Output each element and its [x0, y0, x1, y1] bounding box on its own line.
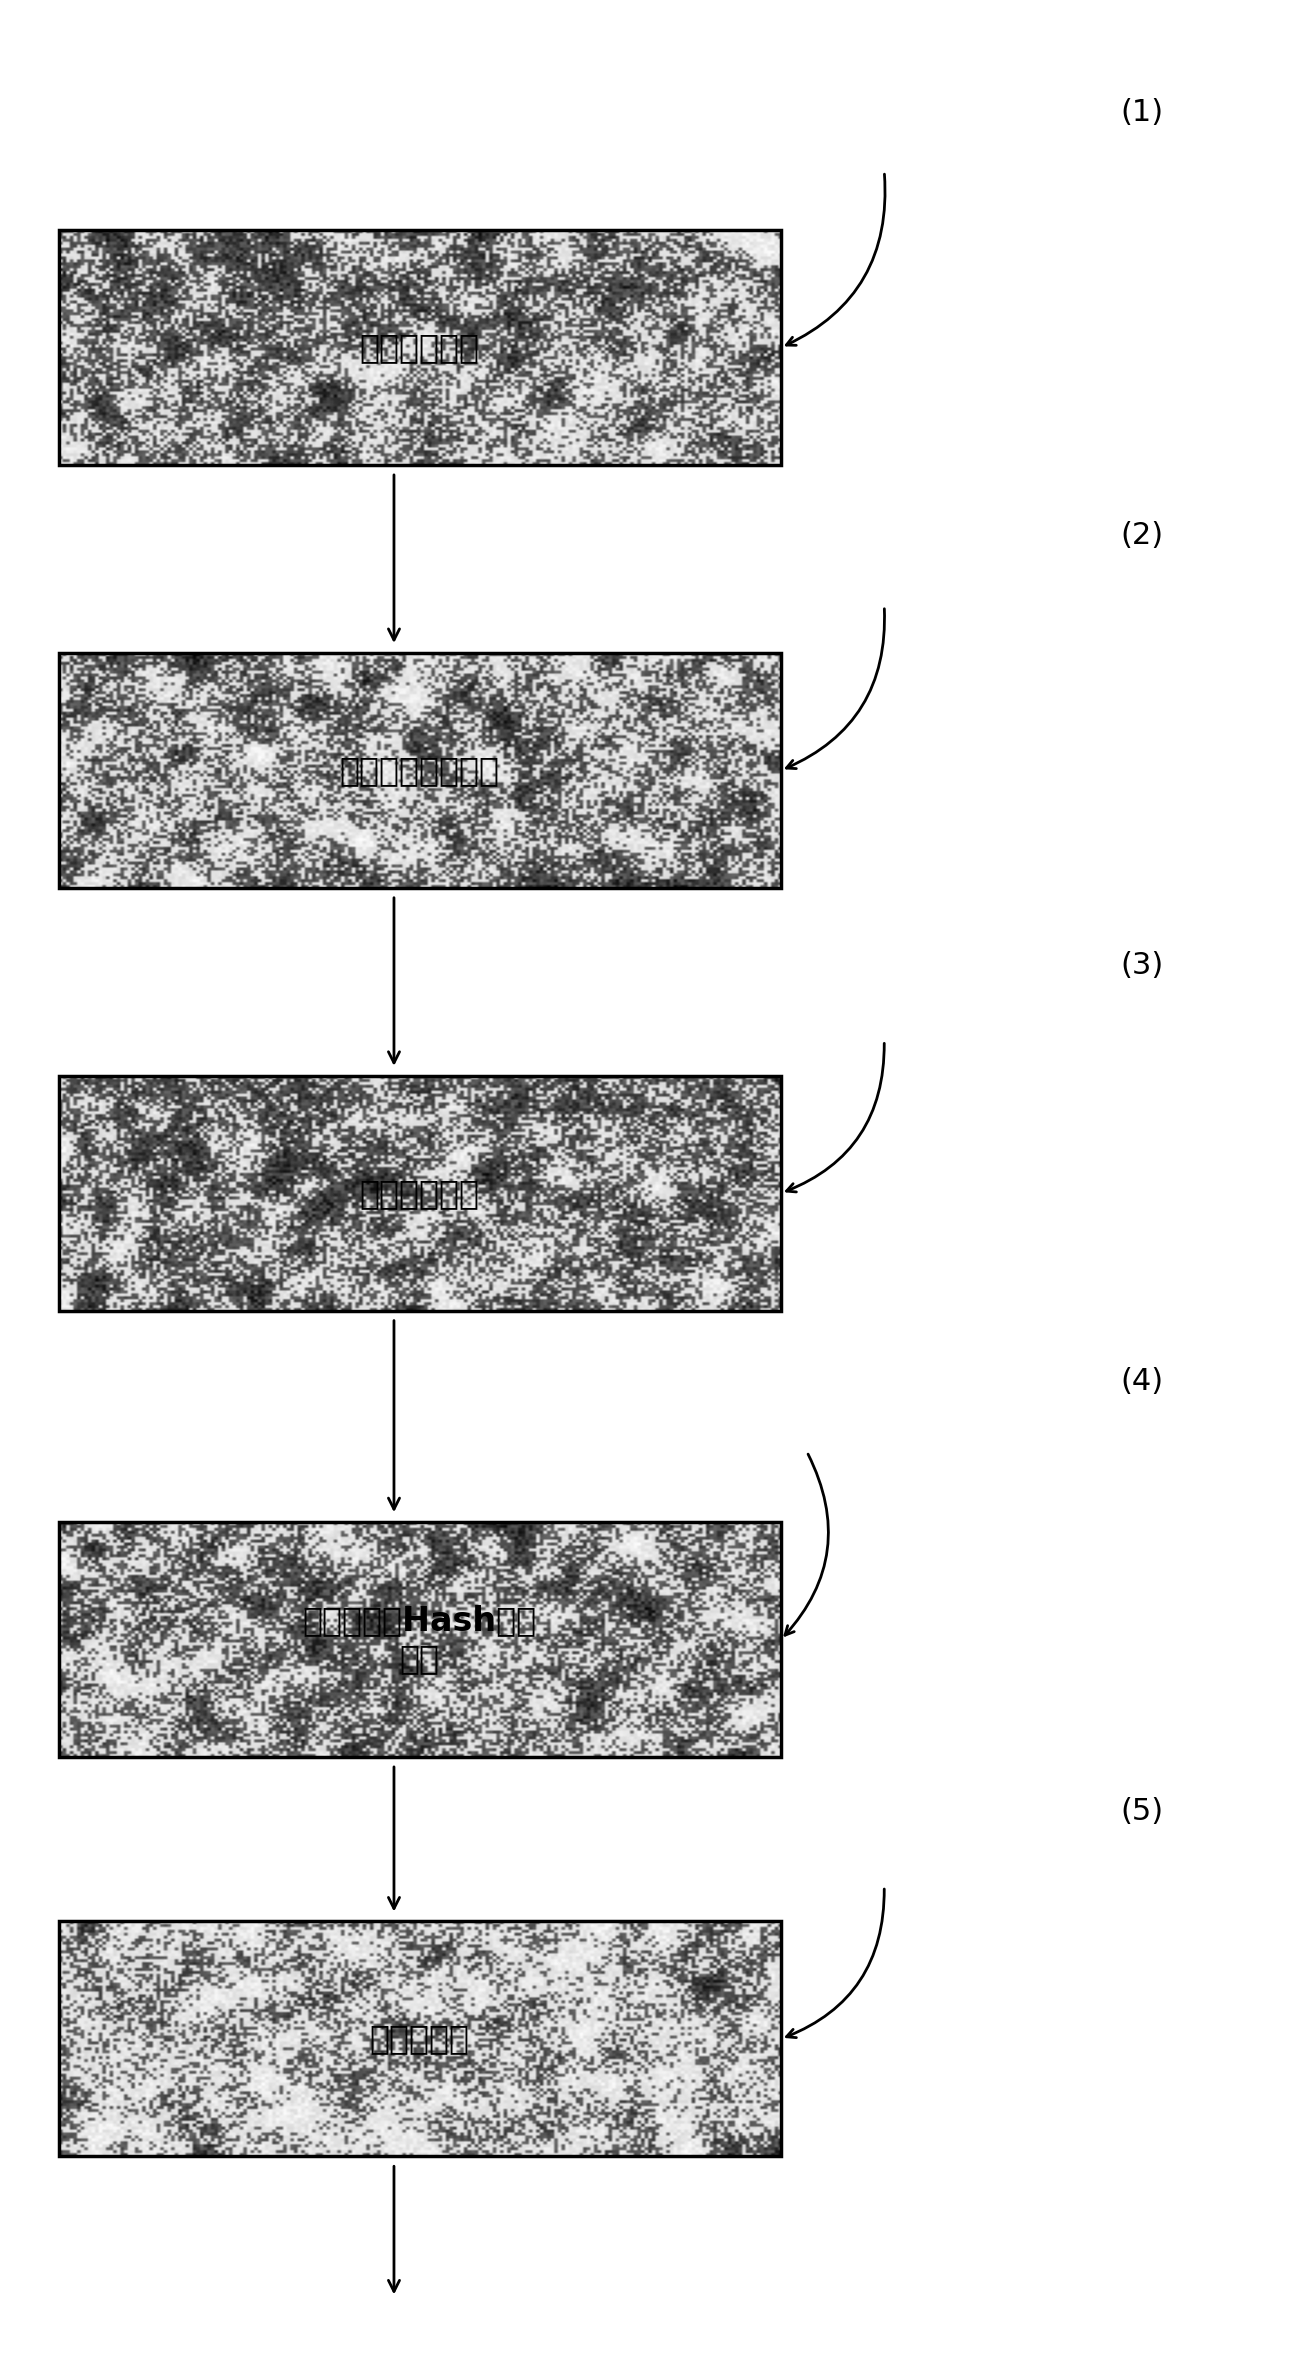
Text: 构造联合分布函数: 构造联合分布函数 [340, 754, 499, 787]
Text: (4): (4) [1120, 1366, 1163, 1397]
Text: (2): (2) [1120, 520, 1163, 551]
Text: (1): (1) [1120, 99, 1163, 128]
Text: 构造分布函数: 构造分布函数 [360, 331, 480, 364]
Text: 设置滑动窗口: 设置滑动窗口 [360, 1177, 480, 1210]
FancyArrowPatch shape [785, 1453, 828, 1635]
Text: 样本集生成: 样本集生成 [370, 2023, 469, 2056]
Bar [59, 1075, 781, 1311]
Text: 在窗口内用Hash函数
抽样: 在窗口内用Hash函数 抽样 [303, 1604, 537, 1675]
FancyArrowPatch shape [786, 610, 884, 768]
FancyArrowPatch shape [786, 1888, 884, 2037]
Bar [59, 229, 781, 466]
FancyArrowPatch shape [786, 1044, 884, 1191]
Text: (3): (3) [1120, 950, 1164, 981]
FancyArrowPatch shape [786, 175, 885, 345]
Bar [59, 1522, 781, 1758]
Text: (5): (5) [1120, 1796, 1163, 1827]
Bar [59, 652, 781, 888]
Bar [59, 1921, 781, 2157]
